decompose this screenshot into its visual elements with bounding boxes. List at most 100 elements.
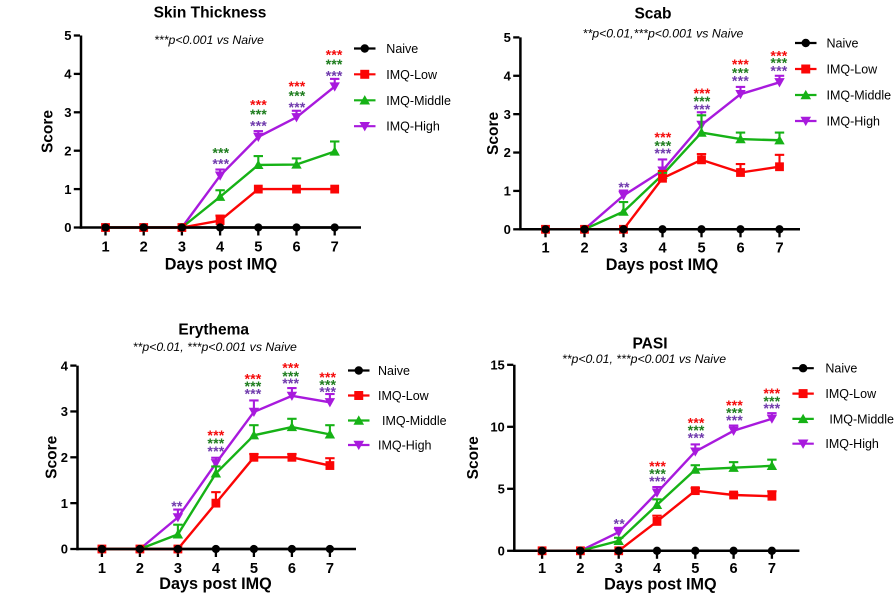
svg-text:***: *** <box>319 376 336 392</box>
svg-text:***: *** <box>770 54 787 70</box>
svg-text:***: *** <box>726 397 743 413</box>
svg-text:3: 3 <box>619 241 627 257</box>
svg-text:2: 2 <box>61 450 68 465</box>
svg-text:Score: Score <box>485 111 502 154</box>
svg-text:Days post IMQ: Days post IMQ <box>165 255 277 273</box>
svg-text:4: 4 <box>658 241 667 257</box>
svg-text:***: *** <box>731 73 748 89</box>
svg-text:7: 7 <box>326 561 334 577</box>
svg-text:5: 5 <box>64 28 71 43</box>
svg-text:Score: Score <box>44 435 61 478</box>
svg-text:IMQ-Low: IMQ-Low <box>827 63 879 77</box>
svg-text:4: 4 <box>64 67 72 82</box>
svg-text:***: *** <box>244 385 261 401</box>
svg-text:***: *** <box>212 144 229 160</box>
svg-text:IMQ-Middle: IMQ-Middle <box>827 89 892 103</box>
svg-text:4: 4 <box>653 561 662 577</box>
svg-text:***: *** <box>244 371 261 387</box>
svg-text:5: 5 <box>504 30 511 45</box>
svg-text:4: 4 <box>504 68 512 83</box>
svg-text:2: 2 <box>140 239 148 255</box>
svg-text:4: 4 <box>212 561 221 577</box>
svg-text:0: 0 <box>64 220 71 235</box>
svg-text:IMQ-Low: IMQ-Low <box>825 387 877 401</box>
svg-text:3: 3 <box>178 239 186 255</box>
svg-text:0: 0 <box>61 542 68 557</box>
svg-text:15: 15 <box>490 358 504 373</box>
svg-text:Naive: Naive <box>827 37 859 51</box>
svg-text:***: *** <box>649 473 666 489</box>
svg-text:***: *** <box>693 93 710 109</box>
svg-text:***: *** <box>687 422 704 438</box>
svg-text:6: 6 <box>292 239 300 255</box>
svg-text:***: *** <box>244 378 261 394</box>
svg-text:IMQ-Middle: IMQ-Middle <box>382 414 447 428</box>
svg-text:***: *** <box>693 85 710 101</box>
svg-text:***: *** <box>250 106 267 122</box>
svg-text:Naive: Naive <box>386 42 418 56</box>
svg-text:***: *** <box>250 97 267 113</box>
svg-text:1: 1 <box>541 241 549 257</box>
svg-text:***: *** <box>319 369 336 385</box>
svg-text:***: *** <box>325 56 342 72</box>
svg-text:7: 7 <box>775 241 783 257</box>
svg-text:1: 1 <box>101 239 109 255</box>
svg-text:***: *** <box>770 63 787 79</box>
svg-text:7: 7 <box>768 561 776 577</box>
svg-text:Erythema: Erythema <box>178 322 249 339</box>
svg-text:***: *** <box>282 375 299 391</box>
svg-text:***: *** <box>731 65 748 81</box>
svg-text:3: 3 <box>64 105 71 120</box>
svg-text:IMQ-Middle: IMQ-Middle <box>829 412 894 426</box>
svg-text:***: *** <box>288 88 305 104</box>
svg-text:2: 2 <box>504 145 511 160</box>
svg-text:***: *** <box>319 384 336 400</box>
svg-text:4: 4 <box>61 358 69 373</box>
svg-text:**p<0.01, ***p<0.001 vs Naive: **p<0.01, ***p<0.001 vs Naive <box>133 340 297 354</box>
svg-text:3: 3 <box>615 561 623 577</box>
svg-text:Naive: Naive <box>378 364 410 378</box>
svg-text:***: *** <box>649 458 666 474</box>
svg-text:3: 3 <box>174 561 182 577</box>
svg-text:4: 4 <box>216 239 225 255</box>
svg-text:**: ** <box>613 516 625 532</box>
svg-text:5: 5 <box>697 241 705 257</box>
svg-text:***: *** <box>288 78 305 94</box>
svg-text:Days post IMQ: Days post IMQ <box>606 256 718 274</box>
svg-text:***: *** <box>763 400 780 416</box>
svg-text:0: 0 <box>504 222 511 237</box>
svg-text:***: *** <box>763 385 780 401</box>
svg-text:***: *** <box>770 47 787 63</box>
svg-text:***: *** <box>212 155 229 171</box>
svg-text:***: *** <box>207 443 224 459</box>
svg-text:Days post IMQ: Days post IMQ <box>604 576 716 594</box>
svg-text:1: 1 <box>504 184 511 199</box>
svg-text:IMQ-High: IMQ-High <box>827 115 881 129</box>
svg-text:7: 7 <box>331 239 339 255</box>
svg-text:IMQ-Middle: IMQ-Middle <box>386 94 451 108</box>
svg-text:IMQ-High: IMQ-High <box>378 439 432 453</box>
svg-text:0: 0 <box>498 544 505 559</box>
svg-text:***: *** <box>250 117 267 133</box>
svg-text:5: 5 <box>254 239 262 255</box>
svg-text:3: 3 <box>504 107 511 122</box>
svg-text:Scab: Scab <box>634 6 671 23</box>
svg-text:***: *** <box>687 429 704 445</box>
svg-text:2: 2 <box>64 143 71 158</box>
svg-text:6: 6 <box>730 561 738 577</box>
svg-text:***: *** <box>649 466 666 482</box>
svg-text:2: 2 <box>576 561 584 577</box>
svg-text:**p<0.01, ***p<0.001 vs Naive: **p<0.01, ***p<0.001 vs Naive <box>562 352 726 366</box>
svg-text:Naive: Naive <box>825 362 857 376</box>
svg-text:5: 5 <box>691 561 699 577</box>
svg-text:***: *** <box>726 412 743 428</box>
svg-text:PASI: PASI <box>632 335 667 352</box>
svg-text:***: *** <box>325 67 342 83</box>
svg-text:***: *** <box>731 56 748 72</box>
svg-text:***: *** <box>282 360 299 376</box>
svg-text:3: 3 <box>61 404 68 419</box>
svg-text:***p<0.001 vs Naive: ***p<0.001 vs Naive <box>154 33 264 47</box>
svg-text:Score: Score <box>465 436 482 479</box>
svg-text:***: *** <box>654 145 671 161</box>
svg-text:10: 10 <box>490 420 504 435</box>
